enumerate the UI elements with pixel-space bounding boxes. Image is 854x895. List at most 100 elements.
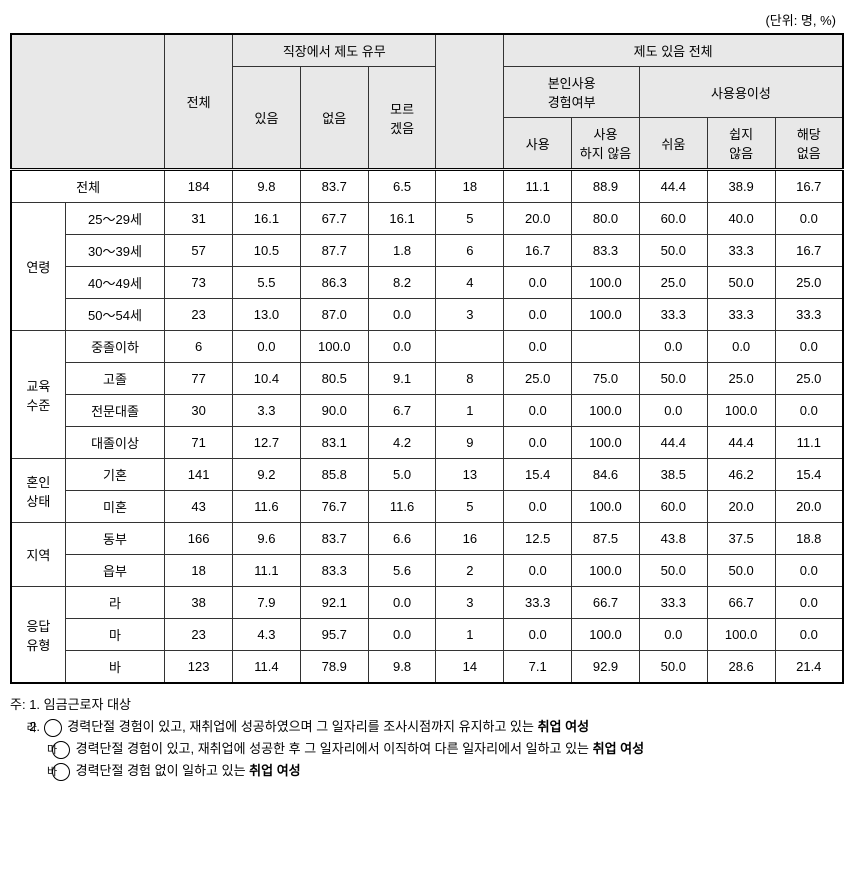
table-body: 전체1849.883.76.51811.188.944.438.916.7연령2…: [11, 170, 843, 684]
table-row: 읍부1811.183.35.620.0100.050.050.00.0: [11, 555, 843, 587]
header-not-used: 사용 하지 않음: [572, 118, 640, 170]
note-2b: 마 경력단절 경험이 있고, 재취업에 성공한 후 그 일자리에서 이직하여 다…: [10, 738, 844, 760]
data-cell: 16.1: [233, 203, 301, 235]
data-cell: 50.0: [639, 363, 707, 395]
data-cell: 0.0: [233, 331, 301, 363]
data-cell: 60.0: [639, 203, 707, 235]
data-cell: 6.6: [368, 523, 436, 555]
data-cell: 3: [436, 587, 504, 619]
data-cell: 141: [165, 459, 233, 491]
data-cell: 14: [436, 651, 504, 684]
data-cell: 9.2: [233, 459, 301, 491]
data-cell: 83.7: [300, 170, 368, 203]
data-cell: 92.9: [572, 651, 640, 684]
data-cell: 28.6: [707, 651, 775, 684]
data-cell: 25.0: [775, 363, 843, 395]
note-2b-symbol: 마: [52, 741, 70, 759]
data-cell: 50.0: [707, 555, 775, 587]
row-label: 50～54세: [65, 299, 164, 331]
data-cell: 100.0: [707, 619, 775, 651]
data-table: 전체 직장에서 제도 유무 제도 있음 전체 있음 없음 모르 겠음 본인사용 …: [10, 33, 844, 684]
data-cell: 80.0: [572, 203, 640, 235]
data-cell: 16.7: [775, 170, 843, 203]
data-cell: 40.0: [707, 203, 775, 235]
row-label: 전체: [11, 170, 165, 203]
data-cell: 11.1: [233, 555, 301, 587]
data-cell: 16.7: [775, 235, 843, 267]
data-cell: 0.0: [368, 619, 436, 651]
data-cell: 3.3: [233, 395, 301, 427]
data-cell: 8: [436, 363, 504, 395]
row-label: 40～49세: [65, 267, 164, 299]
data-cell: 16.1: [368, 203, 436, 235]
data-cell: 1: [436, 619, 504, 651]
data-cell: 9: [436, 427, 504, 459]
table-row: 30～39세5710.587.71.8616.783.350.033.316.7: [11, 235, 843, 267]
data-cell: 80.5: [300, 363, 368, 395]
data-cell: 20.0: [707, 491, 775, 523]
table-row: 미혼4311.676.711.650.0100.060.020.020.0: [11, 491, 843, 523]
table-row: 마234.395.70.010.0100.00.0100.00.0: [11, 619, 843, 651]
data-cell: 50.0: [639, 235, 707, 267]
data-cell: 100.0: [572, 619, 640, 651]
data-cell: 100.0: [707, 395, 775, 427]
note-2c-symbol: 바: [52, 763, 70, 781]
data-cell: 184: [165, 170, 233, 203]
data-cell: 0.0: [775, 331, 843, 363]
data-cell: 67.7: [300, 203, 368, 235]
data-cell: 88.9: [572, 170, 640, 203]
header-not-easy: 쉽지 않음: [707, 118, 775, 170]
data-cell: 84.6: [572, 459, 640, 491]
data-cell: 20.0: [504, 203, 572, 235]
data-cell: 0.0: [504, 619, 572, 651]
data-cell: 7.9: [233, 587, 301, 619]
data-cell: 86.3: [300, 267, 368, 299]
data-cell: 60.0: [639, 491, 707, 523]
data-cell: 83.1: [300, 427, 368, 459]
row-label: 대졸이상: [65, 427, 164, 459]
data-cell: 95.7: [300, 619, 368, 651]
data-cell: 87.0: [300, 299, 368, 331]
data-cell: 6: [165, 331, 233, 363]
data-cell: 6.5: [368, 170, 436, 203]
data-cell: 1: [436, 395, 504, 427]
data-cell: 33.3: [639, 587, 707, 619]
data-cell: 18: [165, 555, 233, 587]
data-cell: 38.5: [639, 459, 707, 491]
data-cell: 11.6: [233, 491, 301, 523]
data-cell: 5.5: [233, 267, 301, 299]
note-2b-text: 경력단절 경험이 있고, 재취업에 성공한 후 그 일자리에서 이직하여 다른 …: [76, 741, 593, 756]
data-cell: 33.3: [707, 235, 775, 267]
data-cell: 12.5: [504, 523, 572, 555]
data-cell: 6: [436, 235, 504, 267]
data-cell: 0.0: [368, 587, 436, 619]
data-cell: 11.4: [233, 651, 301, 684]
data-cell: 66.7: [572, 587, 640, 619]
data-cell: 18.8: [775, 523, 843, 555]
data-cell: 100.0: [572, 427, 640, 459]
data-cell: 5.6: [368, 555, 436, 587]
data-cell: 44.4: [639, 170, 707, 203]
data-cell: 5.0: [368, 459, 436, 491]
data-cell: [436, 331, 504, 363]
data-cell: 33.3: [775, 299, 843, 331]
data-cell: 0.0: [504, 427, 572, 459]
data-cell: 11.6: [368, 491, 436, 523]
table-row: 지역동부1669.683.76.61612.587.543.837.518.8: [11, 523, 843, 555]
table-row: 연령25～29세3116.167.716.1520.080.060.040.00…: [11, 203, 843, 235]
header-blank2: [436, 34, 504, 170]
data-cell: 77: [165, 363, 233, 395]
data-cell: 90.0: [300, 395, 368, 427]
data-cell: 0.0: [368, 331, 436, 363]
data-cell: 50.0: [639, 651, 707, 684]
data-cell: 73: [165, 267, 233, 299]
data-cell: 9.8: [368, 651, 436, 684]
note-2a: 주: 2. 라 경력단절 경험이 있고, 재취업에 성공하였으며 그 일자리를 …: [10, 716, 844, 738]
data-cell: 166: [165, 523, 233, 555]
data-cell: 20.0: [775, 491, 843, 523]
data-cell: 0.0: [775, 395, 843, 427]
header-ease: 사용용이성: [639, 67, 843, 118]
data-cell: 0.0: [639, 619, 707, 651]
data-cell: 3: [436, 299, 504, 331]
category-label: 연령: [11, 203, 65, 331]
